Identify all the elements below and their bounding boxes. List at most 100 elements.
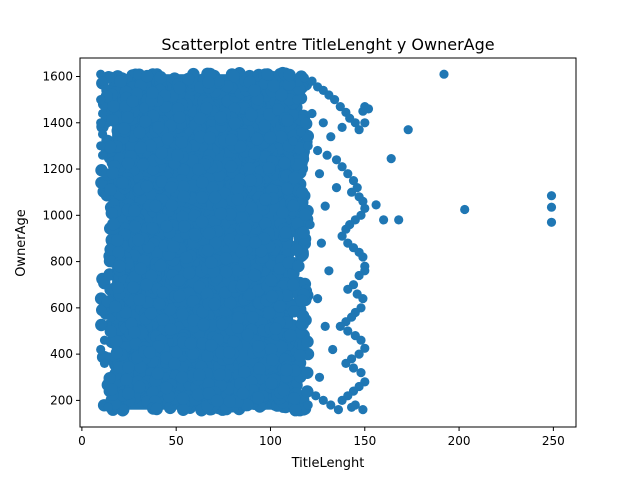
data-point bbox=[307, 76, 317, 86]
data-point bbox=[274, 130, 288, 144]
data-point bbox=[212, 74, 225, 87]
data-point bbox=[265, 290, 279, 303]
data-point bbox=[234, 377, 247, 390]
data-point bbox=[314, 372, 325, 382]
data-point bbox=[128, 326, 141, 339]
data-point bbox=[175, 371, 189, 384]
data-point bbox=[358, 252, 368, 262]
data-point bbox=[133, 126, 146, 139]
y-tick-label: 1200 bbox=[42, 162, 73, 176]
data-point bbox=[202, 227, 216, 240]
data-point bbox=[209, 236, 222, 250]
data-point bbox=[282, 256, 295, 269]
data-point bbox=[109, 300, 122, 313]
data-point bbox=[280, 289, 293, 302]
data-point bbox=[175, 136, 188, 149]
data-point bbox=[236, 278, 249, 292]
data-point bbox=[379, 215, 389, 225]
data-point bbox=[143, 346, 156, 359]
data-point bbox=[146, 86, 159, 100]
y-tick-label: 200 bbox=[50, 393, 73, 407]
plot-frame bbox=[79, 57, 577, 428]
data-point bbox=[333, 405, 343, 415]
data-point bbox=[106, 166, 120, 180]
data-point bbox=[223, 346, 236, 359]
data-point bbox=[177, 180, 190, 193]
data-point bbox=[191, 388, 205, 402]
data-point bbox=[331, 183, 342, 193]
data-point bbox=[110, 335, 123, 348]
data-point bbox=[296, 127, 306, 137]
data-point bbox=[154, 71, 167, 84]
data-point bbox=[341, 224, 351, 234]
data-point bbox=[241, 398, 254, 412]
data-point bbox=[293, 349, 307, 362]
data-point bbox=[284, 329, 297, 342]
data-point bbox=[266, 353, 279, 366]
y-tick-label: 400 bbox=[50, 347, 73, 361]
data-point bbox=[156, 313, 170, 326]
data-point bbox=[356, 368, 366, 378]
data-point bbox=[265, 377, 278, 390]
data-point bbox=[356, 335, 366, 345]
data-point bbox=[98, 150, 108, 160]
data-point bbox=[326, 400, 336, 410]
data-point bbox=[111, 281, 125, 294]
data-point bbox=[224, 160, 238, 173]
y-tick-label: 600 bbox=[50, 301, 73, 315]
data-point bbox=[176, 308, 189, 321]
data-point bbox=[164, 323, 177, 336]
data-point bbox=[242, 162, 256, 175]
data-point bbox=[105, 207, 119, 220]
data-point bbox=[126, 95, 139, 108]
data-point bbox=[223, 296, 237, 310]
data-point bbox=[213, 368, 226, 381]
data-point bbox=[235, 245, 248, 259]
data-point bbox=[347, 402, 357, 412]
data-point bbox=[187, 347, 200, 360]
data-point bbox=[187, 314, 200, 327]
data-point bbox=[347, 187, 357, 197]
data-point bbox=[152, 121, 165, 134]
data-point bbox=[133, 293, 146, 306]
data-point bbox=[132, 233, 145, 247]
data-point bbox=[248, 268, 261, 282]
data-point bbox=[305, 220, 315, 230]
x-tick-label: 250 bbox=[542, 434, 565, 448]
data-point bbox=[106, 114, 120, 127]
data-point bbox=[439, 69, 449, 79]
data-point bbox=[167, 240, 181, 253]
data-point bbox=[111, 234, 124, 247]
data-point bbox=[155, 146, 168, 160]
data-point bbox=[343, 284, 353, 294]
x-axis: 0 50 100 150 200 250 bbox=[78, 427, 565, 448]
data-point bbox=[103, 402, 113, 412]
data-point bbox=[188, 228, 202, 241]
data-point bbox=[341, 358, 351, 368]
data-point bbox=[210, 394, 224, 407]
data-point bbox=[295, 294, 308, 307]
data-point bbox=[202, 387, 216, 400]
x-tick-label: 200 bbox=[448, 434, 471, 448]
x-tick-label: 0 bbox=[78, 434, 86, 448]
data-point bbox=[318, 395, 328, 405]
data-point bbox=[546, 202, 557, 212]
data-point bbox=[264, 343, 278, 356]
data-point bbox=[360, 343, 370, 353]
data-point bbox=[348, 176, 359, 186]
data-point bbox=[156, 286, 170, 299]
data-point bbox=[140, 69, 154, 83]
data-point bbox=[291, 217, 304, 230]
data-point bbox=[269, 322, 282, 335]
data-point bbox=[220, 265, 233, 279]
data-point bbox=[112, 246, 125, 259]
data-point bbox=[322, 150, 332, 160]
data-point bbox=[98, 108, 108, 119]
data-point bbox=[193, 112, 207, 125]
data-point bbox=[360, 118, 370, 128]
data-point bbox=[287, 199, 300, 212]
data-point bbox=[241, 328, 254, 342]
data-point bbox=[96, 69, 106, 79]
data-point bbox=[206, 181, 219, 194]
data-point bbox=[245, 108, 258, 122]
